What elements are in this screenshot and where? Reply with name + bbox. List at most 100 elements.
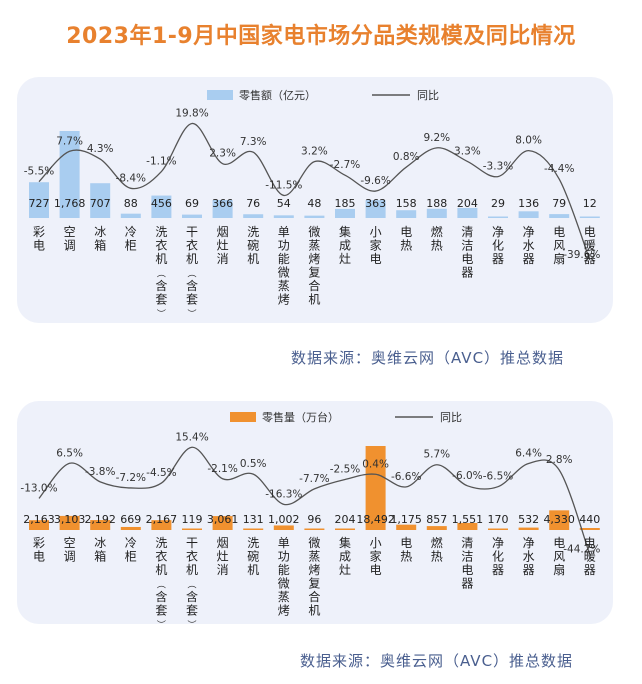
yoy-label-8: -16.3%: [265, 488, 302, 500]
bar-1: [59, 515, 80, 530]
value-label-18: 440: [579, 513, 600, 526]
yoy-label-12: 0.8%: [393, 151, 420, 163]
yoy-label-9: -7.7%: [299, 473, 329, 485]
bar-9: [304, 215, 325, 218]
value-label-2: 707: [90, 197, 111, 210]
category-label-0: 彩电: [33, 225, 45, 253]
value-label-18: 12: [583, 197, 597, 210]
bar-16: [518, 211, 539, 218]
value-label-9: 48: [307, 197, 321, 210]
value-label-17: 79: [552, 197, 566, 210]
yoy-label-17: 2.8%: [546, 454, 573, 466]
yoy-label-2: -3.8%: [85, 466, 115, 478]
category-label-7: 洗碗机: [247, 536, 259, 577]
category-label-1: 空调: [64, 536, 76, 564]
bar-16: [518, 527, 539, 530]
category-label-12: 电热: [400, 225, 412, 253]
category-label-13: 燃热: [431, 535, 443, 564]
bar-14: [457, 522, 478, 530]
retail-value-chart: 零售额（亿元） 同比 -5.5% 7.7% 4.3% -8.4%-1.1% 19.8% 2.3…: [24, 88, 601, 320]
yoy-label-3: -7.2%: [116, 472, 146, 484]
value-label-5: 119: [182, 513, 203, 526]
yoy-label-15: -3.3%: [483, 161, 513, 173]
category-label-16: 净水器: [523, 536, 535, 577]
bar-7: [243, 528, 264, 530]
category-label-9: 微蒸烤复合机: [308, 536, 320, 618]
yoy-label-15: -6.5%: [483, 471, 513, 483]
value-label-4: 456: [151, 197, 172, 210]
bar-5: [182, 528, 202, 530]
category-label-18: 电暖器: [584, 536, 596, 577]
bar-0: [29, 182, 49, 218]
bar-8: [273, 215, 294, 218]
category-label-15: 净化器: [492, 225, 504, 266]
yoy-label-14: 3.3%: [454, 145, 481, 157]
bar-12: [396, 210, 417, 218]
legend-bar-label: 零售额（亿元）: [239, 88, 316, 102]
yoy-label-6: -2.1%: [207, 463, 237, 475]
category-label-13: 燃热: [431, 224, 443, 253]
category-label-2: 冰箱: [94, 536, 106, 564]
source-note-1: 数据来源：奥维云网（AVC）推总数据: [291, 349, 565, 367]
category-label-4: 洗衣机︵含套︶: [155, 225, 167, 320]
category-label-17: 电风扇: [553, 225, 565, 266]
yoy-label-7: 7.3%: [240, 136, 267, 148]
category-label-18: 电暖器: [584, 225, 596, 266]
legend-line-label: 同比: [417, 89, 439, 102]
value-label-10: 185: [335, 197, 356, 210]
bar-6: [212, 516, 233, 530]
category-label-6: 烟灶消: [217, 225, 229, 266]
category-label-9: 微蒸烤复合机: [308, 225, 320, 307]
value-label-5: 69: [185, 197, 199, 210]
value-label-14: 204: [457, 197, 478, 210]
yoy-label-16: 8.0%: [515, 135, 542, 147]
yoy-label-10: -2.5%: [330, 464, 360, 476]
bar-3: [120, 213, 141, 218]
value-label-13: 857: [426, 513, 447, 526]
yoy-label-6: 2.3%: [209, 148, 236, 160]
yoy-label-2: 4.3%: [87, 143, 114, 155]
bar-12: [396, 524, 417, 530]
yoy-label-18: -44.2%: [563, 544, 600, 556]
value-label-1: 3,103: [54, 513, 86, 526]
value-label-2: 2,192: [84, 513, 116, 526]
bar-4: [151, 520, 172, 530]
bar-14: [457, 207, 478, 218]
bar-11: [365, 200, 386, 218]
bar-0: [29, 520, 49, 530]
bar-8: [273, 525, 294, 530]
yoy-label-17: -4.4%: [544, 163, 574, 175]
yoy-label-1: 7.7%: [56, 135, 83, 147]
category-label-2: 冰箱: [94, 225, 106, 253]
value-label-1: 1,768: [54, 197, 86, 210]
bar-6: [212, 199, 233, 218]
yoy-label-0: -5.5%: [24, 166, 54, 178]
source-note-2: 数据来源：奥维云网（AVC）推总数据: [300, 652, 574, 670]
value-label-4: 2,167: [146, 513, 178, 526]
category-label-8: 单功能微蒸烤: [278, 536, 290, 618]
value-label-11: 363: [365, 197, 386, 210]
yoy-label-1: 6.5%: [56, 447, 83, 459]
yoy-label-10: -2.7%: [330, 159, 360, 171]
category-label-0: 彩电: [33, 536, 45, 564]
yoy-label-7: 0.5%: [240, 458, 267, 470]
value-label-9: 96: [307, 513, 321, 526]
bar-10: [335, 208, 355, 218]
category-label-10: 集成灶: [339, 224, 351, 266]
yoy-label-9: 3.2%: [301, 146, 328, 158]
category-label-6: 烟灶消: [217, 536, 229, 577]
bar-7: [243, 214, 264, 218]
value-label-7: 76: [246, 197, 260, 210]
value-label-16: 532: [518, 513, 539, 526]
value-label-13: 188: [426, 197, 447, 210]
bar-11: [365, 446, 386, 530]
category-label-16: 净水器: [523, 225, 535, 266]
value-label-3: 669: [120, 513, 141, 526]
category-label-11: 小家电: [370, 536, 382, 577]
bar-13: [426, 526, 447, 530]
value-label-14: 1,551: [452, 513, 484, 526]
yoy-label-3: -8.4%: [116, 172, 146, 184]
bar-5: [182, 214, 202, 218]
category-label-8: 单功能微蒸烤: [278, 225, 290, 307]
category-label-4: 洗衣机︵含套︶: [155, 536, 167, 624]
